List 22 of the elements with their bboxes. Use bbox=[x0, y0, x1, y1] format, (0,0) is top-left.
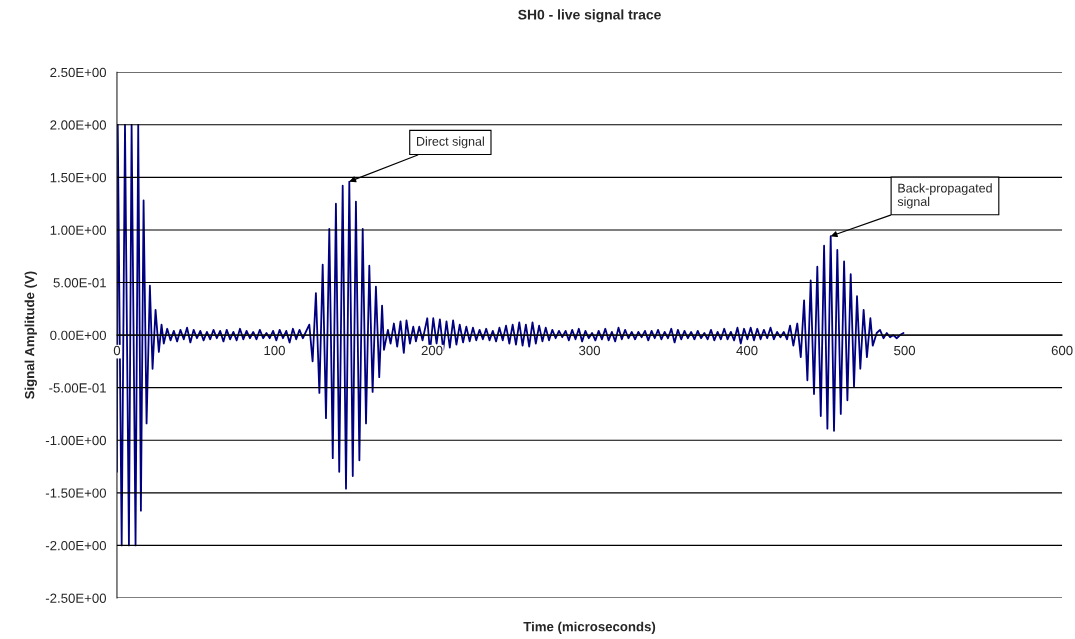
y-tick-label: -1.00E+00 bbox=[45, 435, 107, 446]
y-tick-label: -1.50E+00 bbox=[45, 488, 107, 498]
y-tick-label: -2.50E+00 bbox=[45, 593, 107, 603]
x-tick-label: 100 bbox=[264, 345, 285, 356]
y-tick-label: 2.50E+00 bbox=[50, 67, 107, 78]
x-tick-label: 400 bbox=[736, 345, 758, 356]
y-tick-label: 1.50E+00 bbox=[50, 172, 107, 183]
y-tick-label: 2.00E+00 bbox=[50, 120, 107, 130]
y-tick-label: -5.00E-01 bbox=[49, 383, 106, 393]
y-tick-label: 5.00E-01 bbox=[53, 278, 106, 288]
x-tick-label: 500 bbox=[894, 345, 916, 356]
chart-title: SH0 - live signal trace bbox=[518, 9, 661, 23]
x-tick-label: 600 bbox=[1051, 345, 1073, 356]
x-tick-label: 300 bbox=[579, 345, 601, 356]
y-axis-title: Signal Amplitude (V) bbox=[24, 271, 37, 399]
x-axis-title: Time (microseconds) bbox=[523, 621, 656, 634]
y-tick-label: -2.00E+00 bbox=[45, 540, 107, 551]
y-tick-label: 1.00E+00 bbox=[50, 225, 107, 235]
annotation: Direct signal bbox=[417, 136, 484, 149]
y-tick-label: 0.00E+00 bbox=[50, 330, 107, 340]
annotation: Back-propagated signal bbox=[897, 183, 992, 209]
x-tick-label: 0 bbox=[113, 345, 121, 356]
